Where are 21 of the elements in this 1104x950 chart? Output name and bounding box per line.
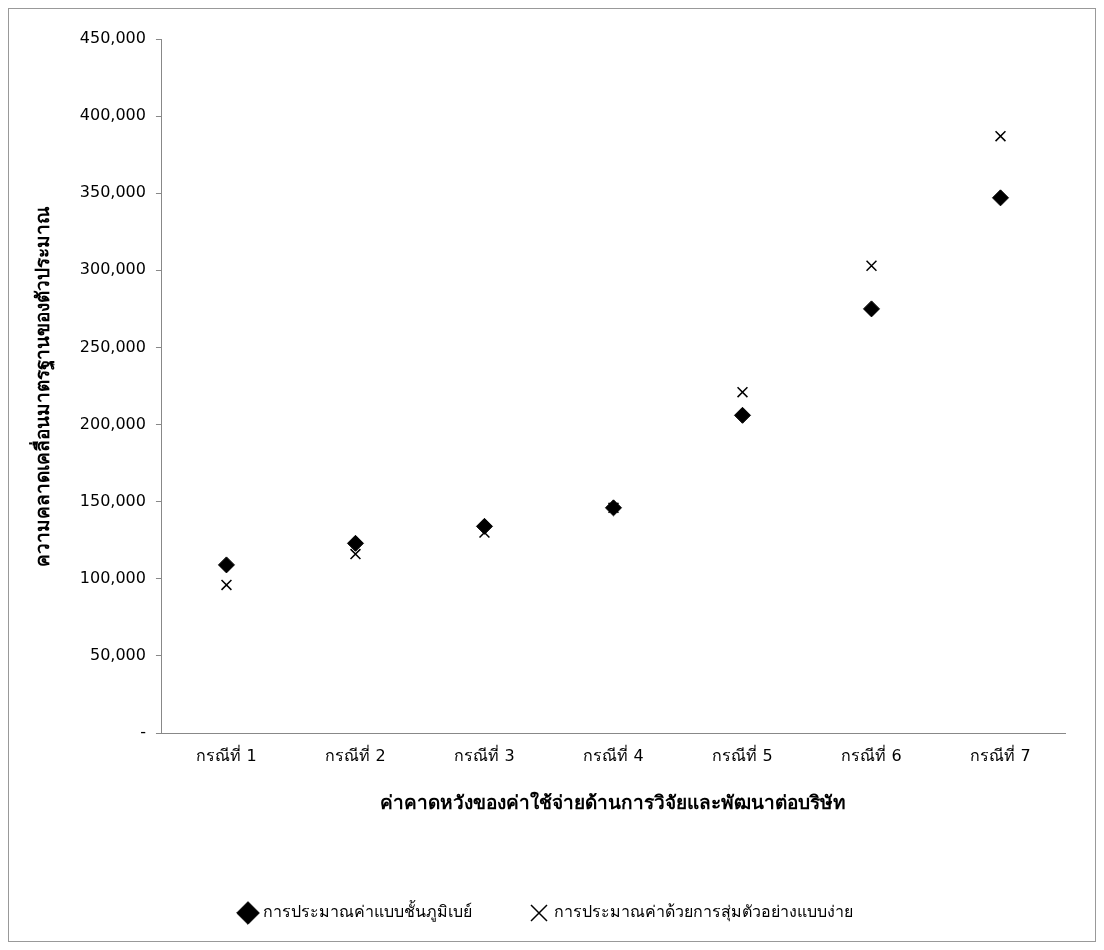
legend-label: การประมาณค่าด้วยการสุ่มตัวอย่างแบบง่าย xyxy=(554,902,853,923)
x-tick-label: กรณีที่ 6 xyxy=(841,743,902,765)
x-tick-label: กรณีที่ 2 xyxy=(325,743,386,765)
y-tick-label: 100,000 xyxy=(79,567,146,587)
legend-label: การประมาณค่าแบบชั้นภูมิเบย์ xyxy=(263,900,472,923)
y-tick-label: - xyxy=(140,722,146,742)
x-tick-label: กรณีที่ 7 xyxy=(970,743,1031,765)
x-tick-label: กรณีที่ 4 xyxy=(583,743,644,765)
x-tick-label: กรณีที่ 1 xyxy=(196,743,257,765)
y-tick-label: 400,000 xyxy=(79,105,146,125)
x-axis-title: ค่าคาดหวังของค่าใช้จ่ายด้านการวิจัยและพัฒนาต่อบริษัท xyxy=(380,790,847,813)
x-tick-label: กรณีที่ 5 xyxy=(712,743,773,765)
y-tick-label: 150,000 xyxy=(79,490,146,510)
y-tick-label: 200,000 xyxy=(79,413,146,433)
y-tick-label: 50,000 xyxy=(89,645,146,665)
y-axis-title: ความคลาดเคลื่อนมาตรฐานของตัวประมาณ xyxy=(29,205,57,567)
y-tick-label: 250,000 xyxy=(79,336,146,356)
y-tick-label: 450,000 xyxy=(79,28,146,48)
y-tick-label: 350,000 xyxy=(79,182,146,202)
x-tick-label: กรณีที่ 3 xyxy=(454,743,515,765)
y-tick-label: 300,000 xyxy=(79,259,146,279)
